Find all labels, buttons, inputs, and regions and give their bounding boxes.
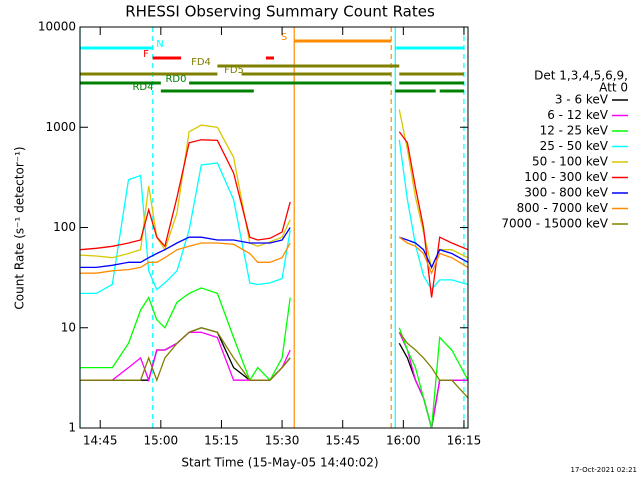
x-tick-label: 15:15 bbox=[204, 434, 239, 448]
x-tick-label: 16:00 bbox=[386, 434, 421, 448]
series-line bbox=[80, 327, 469, 399]
footer: 17-Oct-2021 02:21 bbox=[571, 466, 637, 474]
x-tick-label: 15:45 bbox=[325, 434, 360, 448]
legend-label: 300 - 800 keV bbox=[524, 186, 608, 200]
y-tick-label: 1 bbox=[68, 421, 76, 435]
legend-title: Det 1,3,4,5,6,9, bbox=[534, 69, 628, 83]
y-axis-label: Count Rate (s⁻¹ detector⁻¹) bbox=[13, 146, 27, 309]
x-tick-label: 14:45 bbox=[83, 434, 118, 448]
series-line bbox=[80, 139, 469, 295]
annotation-label: RD0 bbox=[165, 74, 186, 85]
legend-label: 800 - 7000 keV bbox=[517, 201, 609, 215]
chart-title: RHESSI Observing Summary Count Rates bbox=[125, 3, 435, 21]
x-axis-label: Start Time (15-May-05 14:40:02) bbox=[181, 456, 378, 470]
legend-title: Att 0 bbox=[599, 81, 628, 95]
annotation-label: N bbox=[156, 39, 163, 50]
legend-label: 25 - 50 keV bbox=[540, 139, 609, 153]
y-tick-label: 10 bbox=[61, 320, 76, 334]
legend-label: 7000 - 15000 keV bbox=[501, 217, 608, 231]
x-tick-label: 16:15 bbox=[447, 434, 482, 448]
annotation-label: S bbox=[281, 32, 287, 43]
series-line bbox=[80, 287, 469, 429]
legend-label: 12 - 25 keV bbox=[540, 124, 609, 138]
annotation-label: F bbox=[143, 49, 149, 60]
legend-label: 6 - 12 keV bbox=[547, 108, 609, 122]
x-tick-label: 15:30 bbox=[265, 434, 300, 448]
y-tick-label: 10000 bbox=[38, 20, 76, 34]
annotation-label: FD4 bbox=[191, 57, 211, 68]
legend-label: 50 - 100 keV bbox=[532, 155, 609, 169]
annotation-label: RD4 bbox=[132, 82, 153, 93]
series-line bbox=[80, 236, 469, 275]
legend-label: 100 - 300 keV bbox=[524, 170, 608, 184]
y-tick-label: 100 bbox=[53, 220, 76, 234]
y-tick-label: 1000 bbox=[45, 120, 76, 134]
series-line bbox=[80, 227, 469, 269]
annotation-label: FD5 bbox=[224, 65, 244, 76]
legend-label: 3 - 6 keV bbox=[555, 93, 609, 107]
x-tick-label: 15:00 bbox=[144, 434, 179, 448]
